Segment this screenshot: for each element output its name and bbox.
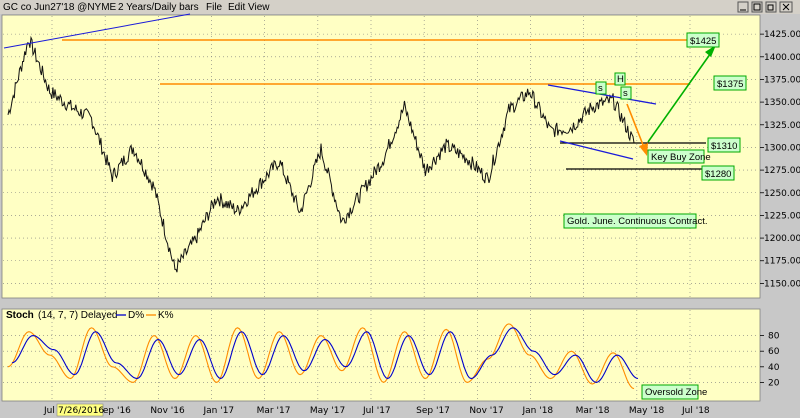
price-panel (1, 14, 761, 299)
level-label-1310: $1310 (711, 141, 737, 152)
menu-file[interactable]: File (206, 2, 223, 13)
green-up-arrow (647, 45, 716, 143)
xtick-label: Jan '18 (522, 406, 554, 416)
gold-note-box (563, 213, 697, 229)
level-box-1310 (707, 137, 741, 153)
price-ytick-label: 1275.00 (764, 166, 800, 176)
minimize-icon[interactable] (737, 1, 749, 13)
xtick-label: Jul '18 (681, 406, 710, 416)
price-ytick-label: 1225.00 (764, 211, 800, 221)
xtick-label: Nov '17 (469, 406, 503, 416)
price-ytick-label: 1325.00 (764, 121, 800, 131)
price-ytick-label: 1175.00 (764, 257, 800, 267)
level-box-1375 (713, 75, 747, 91)
stoch-panel (1, 308, 761, 402)
s-left-box (595, 81, 607, 95)
date-flag-box (56, 403, 104, 417)
level-box-1280 (701, 165, 735, 181)
xtick-label: Jul '17 (362, 406, 391, 416)
xtick-label: May '18 (629, 406, 665, 416)
h-label-box (614, 72, 626, 86)
trend-line-top (3, 13, 191, 49)
s-right-label: s (623, 88, 628, 99)
xtick-label: Mar '17 (257, 406, 291, 416)
level-label-1375: $1375 (717, 79, 743, 90)
price-series-line (7, 35, 635, 273)
stoch-k-legend: K% (158, 310, 174, 321)
xtick-label: Sep '16 (97, 406, 131, 416)
stoch-d-line (11, 327, 639, 383)
window-title: GC co Jun27'18 @NYME (3, 2, 117, 13)
key-buy-zone-box (647, 149, 705, 164)
orange-down-arrow (626, 103, 648, 156)
oversold-zone-box (641, 384, 699, 400)
price-ytick-label: 1150.00 (764, 279, 800, 289)
title-bar (0, 0, 800, 14)
price-ytick-label: 1250.00 (764, 189, 800, 199)
stoch-label: Stoch (6, 310, 34, 321)
s-right-box (620, 86, 632, 100)
menu-view[interactable]: View (248, 2, 270, 13)
window-subtitle: 2 Years/Daily bars (118, 2, 199, 13)
s-left-label: s (598, 83, 603, 94)
price-ytick-label: 1200.00 (764, 234, 800, 244)
close-icon[interactable] (779, 1, 793, 13)
level-label-1280: $1280 (705, 169, 731, 180)
gold-note: Gold. June. Continuous Contract. (567, 216, 707, 227)
price-ytick-label: 1425.00 (764, 30, 800, 40)
xtick-label: Nov '16 (150, 406, 185, 416)
xtick-label: Jul (43, 406, 55, 416)
stoch-d-legend: D% (128, 310, 144, 321)
stoch-ytick-label: 40 (768, 363, 780, 373)
stoch-params: (14, 7, 7) Delayed (38, 310, 118, 321)
h-label: H (617, 74, 624, 85)
xtick-label: May '17 (310, 406, 345, 416)
price-ytick-label: 1350.00 (764, 98, 800, 108)
level-label-1425: $1425 (690, 36, 716, 47)
stoch-ytick-label: 60 (768, 347, 780, 357)
xtick-label: Sep '17 (416, 406, 450, 416)
key-buy-zone-label: Key Buy Zone (651, 152, 711, 163)
channel-bottom (559, 140, 634, 160)
oversold-zone-label: Oversold Zone (645, 387, 707, 398)
xtick-label: Mar '18 (576, 406, 610, 416)
price-ytick-label: 1375.00 (764, 75, 800, 85)
price-ytick-label: 1400.00 (764, 53, 800, 63)
xtick-label: Jan '17 (203, 406, 235, 416)
stoch-k-line (7, 323, 635, 390)
stoch-ytick-label: 80 (768, 332, 780, 342)
menu-edit[interactable]: Edit (228, 2, 245, 13)
stoch-ytick-label: 20 (768, 378, 780, 388)
level-box-1425 (686, 32, 720, 48)
maximize-icon[interactable] (751, 1, 763, 13)
price-ytick-label: 1300.00 (764, 143, 800, 153)
restore-icon[interactable] (765, 1, 777, 13)
date-flag: 7/26/2016 (58, 406, 104, 416)
